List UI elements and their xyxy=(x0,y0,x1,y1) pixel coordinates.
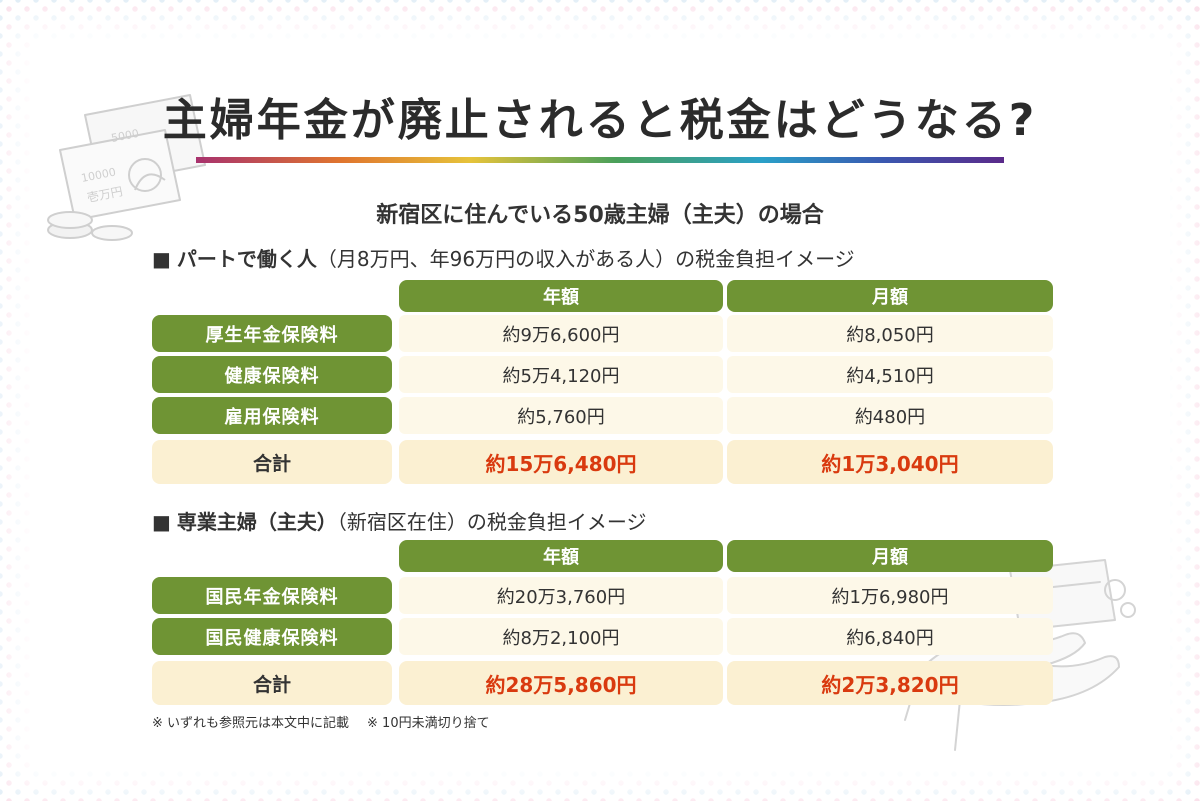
column-header-annual: 年額 xyxy=(399,280,723,312)
section-heading-detail: （新宿区在住）の税金負担イメージ xyxy=(336,510,647,534)
title-gradient-bar xyxy=(196,157,1004,163)
section-heading-detail: （月8万円、年96万円の収入がある人）の税金負担イメージ xyxy=(316,247,855,271)
total-annual: 約15万6,480円 xyxy=(399,440,723,484)
section-heading-part-time: ■ パートで働く人（月8万円、年96万円の収入がある人）の税金負担イメージ xyxy=(152,243,855,272)
total-monthly: 約2万3,820円 xyxy=(727,661,1053,705)
footnote-rounding: ※ 10円未満切り捨て xyxy=(367,716,490,731)
column-header-annual: 年額 xyxy=(399,540,723,572)
column-header-monthly: 月額 xyxy=(727,540,1053,572)
row-label-employment-insurance: 雇用保険料 xyxy=(152,397,392,434)
cell-annual: 約8万2,100円 xyxy=(399,618,723,655)
cell-monthly: 約1万6,980円 xyxy=(727,577,1053,614)
banknote-label-yen: 壱万円 xyxy=(86,184,124,205)
section-heading-bold: パートで働く人 xyxy=(176,247,317,271)
total-label: 合計 xyxy=(152,440,392,484)
square-marker-icon: ■ xyxy=(152,510,171,534)
column-header-monthly: 月額 xyxy=(727,280,1053,312)
square-marker-icon: ■ xyxy=(152,247,171,271)
cell-monthly: 約6,840円 xyxy=(727,618,1053,655)
row-label-national-health-insurance: 国民健康保険料 xyxy=(152,618,392,655)
money-illustration: 5000 10000 壱万円 xyxy=(47,94,206,241)
cell-annual: 約9万6,600円 xyxy=(399,315,723,352)
cell-annual: 約20万3,760円 xyxy=(399,577,723,614)
page-title: 主婦年金が廃止されると税金はどうなる? xyxy=(162,95,1038,146)
cell-monthly: 約480円 xyxy=(727,397,1053,434)
total-label: 合計 xyxy=(152,661,392,705)
cell-annual: 約5,760円 xyxy=(399,397,723,434)
section-heading-bold: 専業主婦（主夫） xyxy=(176,510,337,534)
total-monthly: 約1万3,040円 xyxy=(727,440,1053,484)
subtitle: 新宿区に住んでいる50歳主婦（主夫）の場合 xyxy=(376,203,824,228)
row-label-national-pension: 国民年金保険料 xyxy=(152,577,392,614)
cell-monthly: 約4,510円 xyxy=(727,356,1053,393)
footnotes: ※ いずれも参照元は本文中に記載 ※ 10円未満切り捨て xyxy=(152,712,490,731)
cell-monthly: 約8,050円 xyxy=(727,315,1053,352)
cell-annual: 約5万4,120円 xyxy=(399,356,723,393)
row-label-employee-pension: 厚生年金保険料 xyxy=(152,315,392,352)
total-annual: 約28万5,860円 xyxy=(399,661,723,705)
banknote-label-5000: 5000 xyxy=(110,127,140,145)
section-heading-housewife: ■ 専業主婦（主夫）（新宿区在住）の税金負担イメージ xyxy=(152,506,647,535)
row-label-health-insurance: 健康保険料 xyxy=(152,356,392,393)
footnote-source: ※ いずれも参照元は本文中に記載 xyxy=(152,716,350,731)
